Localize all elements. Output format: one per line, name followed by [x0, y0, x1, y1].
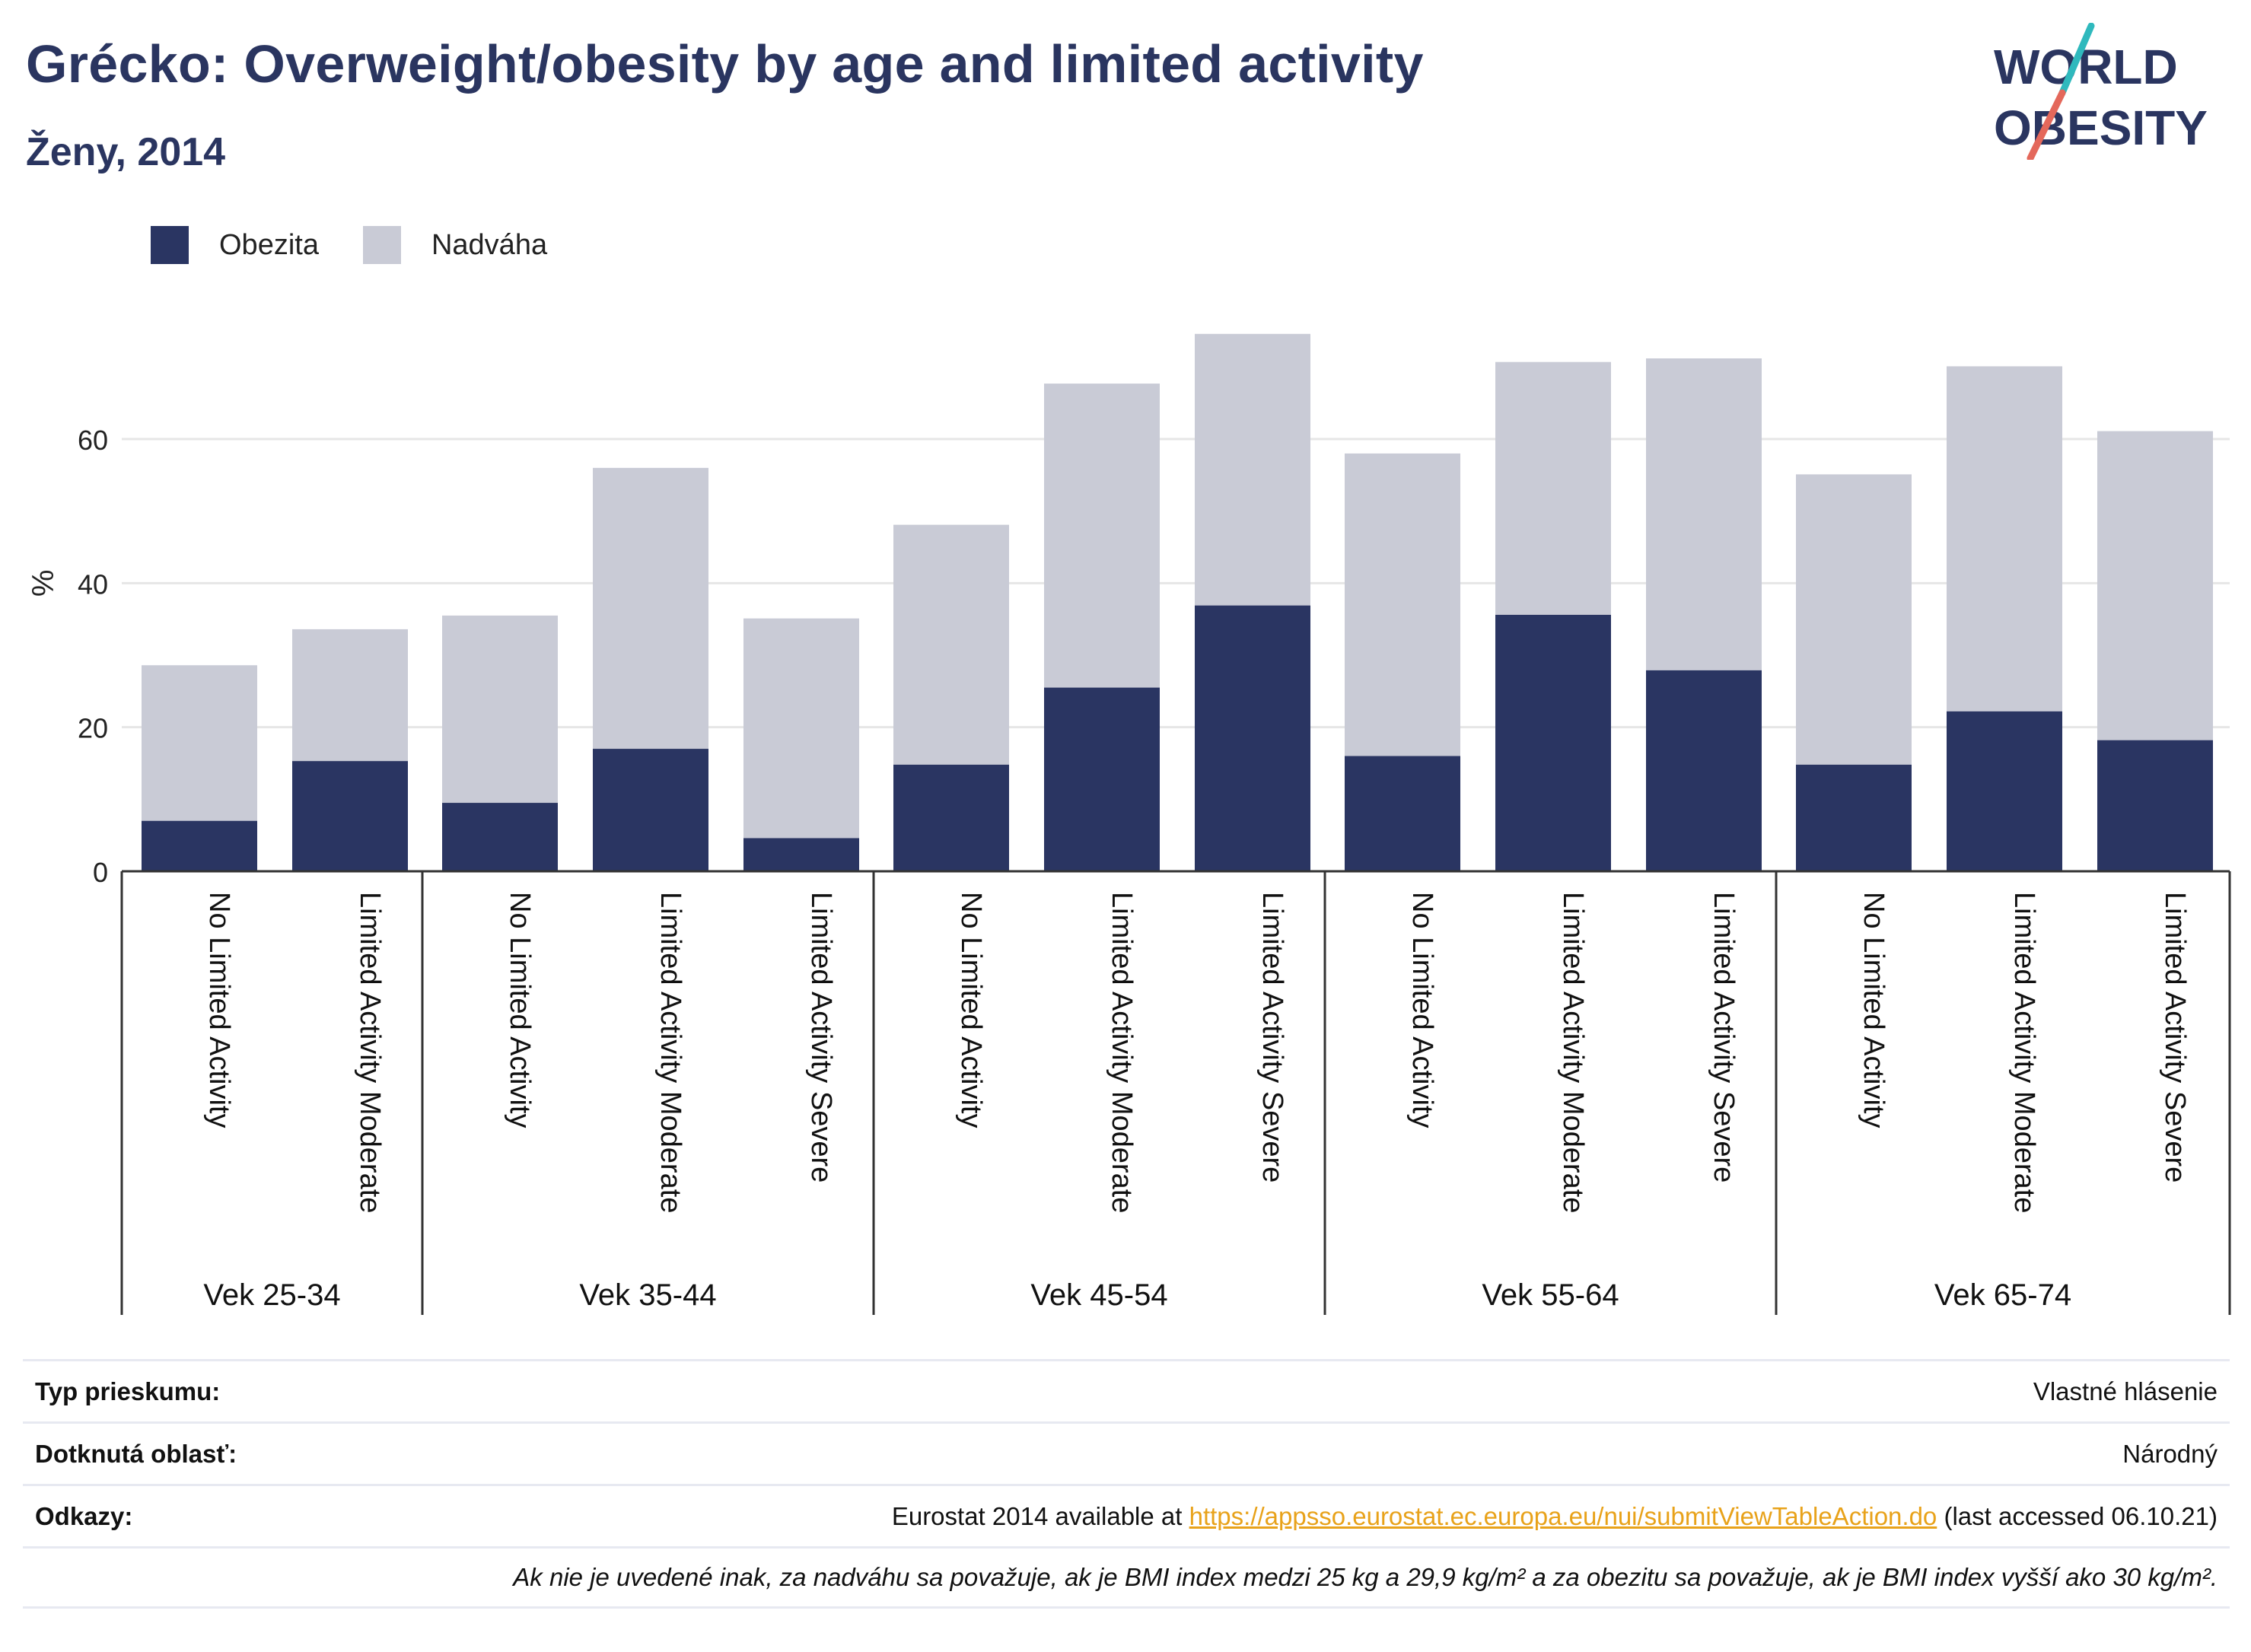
world-obesity-logo: WORLD OBESITY: [1994, 23, 2208, 160]
chart-subtitle: Ženy, 2014: [26, 130, 226, 174]
bar-overweight: [1947, 366, 2062, 711]
bar-overweight: [142, 665, 257, 821]
logo-line1: WORLD: [1994, 40, 2178, 94]
footer-row-survey-type: Typ prieskumu: Vlastné hlásenie: [23, 1359, 2230, 1421]
chart-title: Grécko: Overweight/obesity by age and li…: [26, 34, 1424, 94]
category-label: Limited Activity Moderate: [1106, 892, 1138, 1213]
category-label: Limited Activity Severe: [1256, 892, 1288, 1183]
stacked-bar-chart: 0 20 40 60% No Limited Activity Limited Activ…: [27, 333, 2231, 1315]
legend-label-obesity: Obezita: [219, 228, 319, 261]
bar-overweight: [743, 618, 859, 839]
bar-obesity: [1495, 614, 1611, 871]
category-label: Limited Activity Severe: [805, 892, 837, 1183]
group-label: Vek 25-34: [203, 1278, 340, 1312]
survey-type-value: Vlastné hlásenie: [2033, 1377, 2218, 1405]
y-tick-label: 40: [78, 568, 108, 600]
bar-overweight: [1044, 384, 1160, 688]
bar-overweight: [1495, 361, 1611, 615]
bar-obesity: [142, 820, 257, 871]
legend-swatch-obesity: [151, 226, 189, 264]
bar-overweight: [893, 524, 1009, 765]
category-label: No Limited Activity: [203, 892, 235, 1128]
category-label: Limited Activity Moderate: [1557, 892, 1589, 1213]
bar-obesity: [1195, 605, 1310, 871]
legend-swatch-overweight: [362, 226, 401, 264]
y-tick-label: 20: [78, 713, 108, 744]
group-label: Vek 65-74: [1934, 1278, 2071, 1312]
bar-overweight: [1195, 333, 1310, 606]
bar-overweight: [442, 615, 558, 804]
survey-type-label: Typ prieskumu:: [35, 1377, 221, 1405]
bar-obesity: [2097, 740, 2213, 871]
category-label: No Limited Activity: [1858, 892, 1890, 1128]
category-label: No Limited Activity: [1406, 892, 1438, 1128]
bar-obesity: [1044, 687, 1160, 871]
references-suffix: (last accessed 06.10.21): [1944, 1501, 2218, 1530]
legend-item-obesity: Obezita: [151, 226, 319, 264]
bar-obesity: [1947, 711, 2062, 871]
group-label: Vek 35-44: [579, 1278, 716, 1312]
bar-obesity: [1646, 670, 1762, 871]
bar-overweight: [1796, 474, 1912, 765]
bar-obesity: [743, 838, 859, 871]
y-axis-title: %: [27, 570, 60, 597]
logo-line2: OBESITY: [1994, 100, 2208, 155]
bar-obesity: [1345, 756, 1460, 871]
bar-obesity: [1796, 764, 1912, 871]
legend-label-overweight: Nadváha: [431, 228, 548, 261]
chart-legend: Obezita Nadváha: [151, 225, 591, 265]
bar-overweight: [1646, 358, 1762, 670]
logo-coral-stroke: [2027, 89, 2066, 160]
footer-row-area: Dotknutá oblasť: Národný: [23, 1421, 2230, 1484]
bar-overweight: [593, 467, 708, 750]
category-label: Limited Activity Severe: [1708, 892, 1740, 1183]
legend-item-overweight: Nadváha: [362, 226, 548, 264]
area-value: Národný: [2122, 1439, 2218, 1468]
group-label: Vek 45-54: [1030, 1278, 1167, 1312]
category-label: No Limited Activity: [955, 892, 987, 1128]
eurostat-link[interactable]: https://appsso.eurostat.ec.europa.eu/nui…: [1189, 1501, 1937, 1530]
area-label: Dotknutá oblasť:: [35, 1439, 237, 1468]
category-label: Limited Activity Severe: [2159, 892, 2191, 1183]
references-label: Odkazy:: [35, 1501, 133, 1530]
y-tick-label: 60: [78, 425, 108, 456]
info-footer: Typ prieskumu: Vlastné hlásenie Dotknutá…: [23, 1359, 2230, 1609]
references-prefix: Eurostat 2014 available at: [891, 1501, 1183, 1530]
category-label: Limited Activity Moderate: [2008, 892, 2040, 1213]
category-label: Limited Activity Moderate: [354, 892, 386, 1213]
group-label: Vek 55-64: [1482, 1278, 1619, 1312]
bar-obesity: [292, 761, 408, 871]
bar-obesity: [593, 749, 708, 871]
bar-overweight: [292, 629, 408, 762]
category-label: No Limited Activity: [504, 892, 536, 1128]
category-label: Limited Activity Moderate: [654, 892, 686, 1213]
footer-row-note: Ak nie je uvedené inak, za nadváhu sa po…: [23, 1546, 2230, 1609]
bar-overweight: [2097, 431, 2213, 740]
bar-obesity: [442, 803, 558, 871]
footer-row-references: Odkazy: Eurostat 2014 available at https…: [23, 1484, 2230, 1546]
references-value: Eurostat 2014 available at https://appss…: [892, 1502, 2218, 1531]
bar-obesity: [893, 764, 1009, 871]
bmi-definition-note: Ak nie je uvedené inak, za nadváhu sa po…: [513, 1563, 2218, 1591]
bar-overweight: [1345, 453, 1460, 756]
logo-teal-stroke: [2058, 23, 2095, 97]
y-tick-label: 0: [93, 857, 108, 888]
